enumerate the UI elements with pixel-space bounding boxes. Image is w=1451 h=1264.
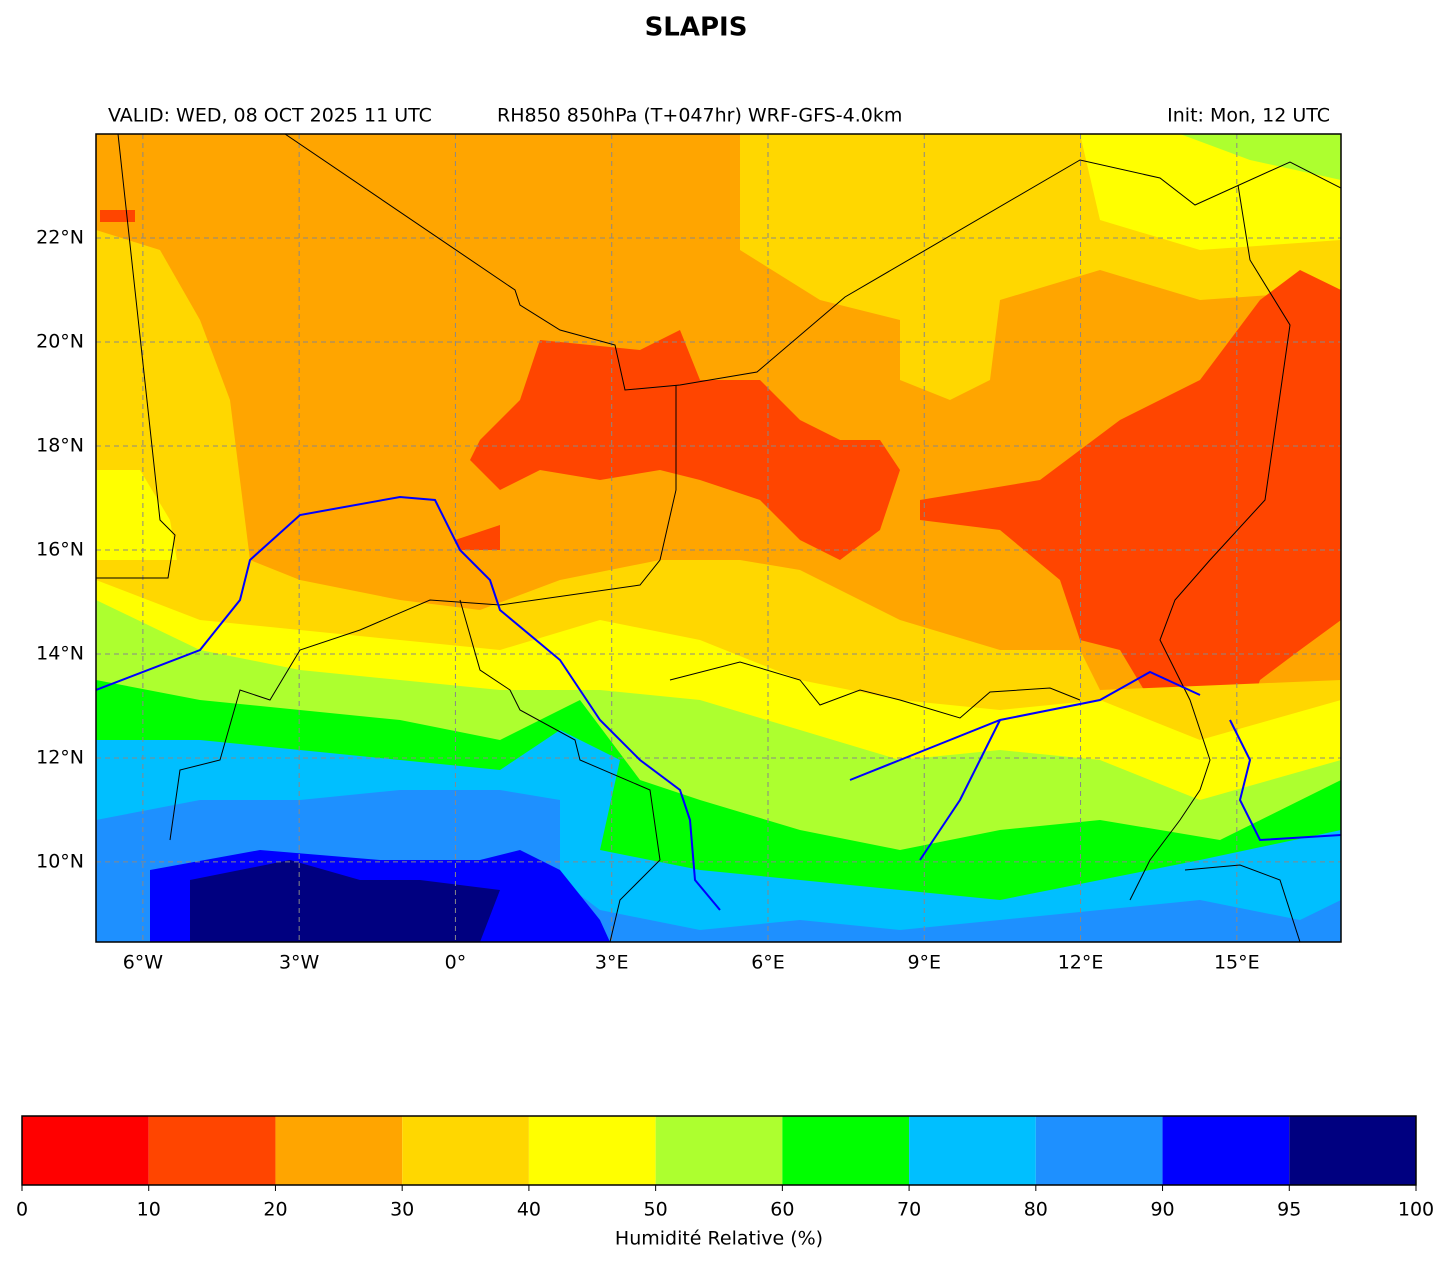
product: RH850 850hPa (T+047hr) WRF-GFS-4.0km <box>497 105 902 127</box>
map-frame <box>95 133 1342 943</box>
colorbar-tick-label: 30 <box>390 1199 414 1221</box>
colorbar-tick-label: 50 <box>644 1199 668 1221</box>
y-tick-label: 10°N <box>36 850 84 872</box>
colorbar-tick-label: 70 <box>897 1199 921 1221</box>
humidity-region <box>190 860 500 942</box>
colorbar-segment <box>782 1116 910 1185</box>
x-tick-label: 6°E <box>751 952 785 974</box>
colorbar-tick-label: 10 <box>137 1199 161 1221</box>
borders <box>96 134 1341 942</box>
y-tick-label: 20°N <box>36 330 84 352</box>
colorbar-tick-label: 20 <box>263 1199 287 1221</box>
x-tick-label: 3°W <box>279 952 320 974</box>
init-time: Init: Mon, 12 UTC <box>1167 105 1330 127</box>
x-tick-label: 12°E <box>1058 952 1104 974</box>
colorbar-tick-label: 100 <box>1398 1199 1434 1221</box>
colorbar-segment <box>22 1116 149 1185</box>
humidity-field <box>96 134 1341 942</box>
x-tick-label: 0° <box>445 952 467 974</box>
colorbar-frame <box>21 1115 1417 1186</box>
valid-time: VALID: WED, 08 OCT 2025 11 UTC <box>108 105 432 127</box>
colorbar-tick-label: 95 <box>1277 1199 1301 1221</box>
x-tick-label: 9°E <box>907 952 941 974</box>
colorbar-tick-label: 90 <box>1150 1199 1174 1221</box>
colorbar-segment <box>528 1116 656 1185</box>
title: SLAPIS <box>645 13 748 43</box>
colorbar-tick-label: 40 <box>517 1199 541 1221</box>
x-tick-label: 15°E <box>1214 952 1260 974</box>
colorbar-tick-label: 60 <box>770 1199 794 1221</box>
humidity-region <box>455 525 500 550</box>
colorbar-segment <box>402 1116 529 1185</box>
humidity-region <box>96 470 180 578</box>
y-tick-label: 12°N <box>36 746 84 768</box>
humidity-region <box>1180 134 1341 180</box>
humidity-region <box>470 330 900 560</box>
colorbar-segment <box>655 1116 783 1185</box>
humidity-region <box>920 270 1341 740</box>
y-tick-label: 16°N <box>36 538 84 560</box>
colorbar-segment <box>275 1116 403 1185</box>
colorbar-segment <box>909 1116 1036 1185</box>
y-tick-label: 22°N <box>36 226 84 248</box>
colorbar-label: Humidité Relative (%) <box>615 1228 823 1250</box>
x-tick-label: 6°W <box>123 952 164 974</box>
graticule <box>96 134 1341 942</box>
y-tick-label: 14°N <box>36 642 84 664</box>
colorbar-tick-label: 80 <box>1024 1199 1048 1221</box>
rivers <box>96 495 1341 911</box>
colorbar-segment <box>1162 1116 1290 1185</box>
colorbar-segment <box>1289 1116 1416 1185</box>
colorbar-segment <box>148 1116 276 1185</box>
colorbar-tick-label: 0 <box>16 1199 28 1221</box>
humidity-region <box>100 210 135 222</box>
x-tick-label: 3°E <box>595 952 629 974</box>
colorbar-segment <box>1035 1116 1163 1185</box>
y-tick-label: 18°N <box>36 434 84 456</box>
